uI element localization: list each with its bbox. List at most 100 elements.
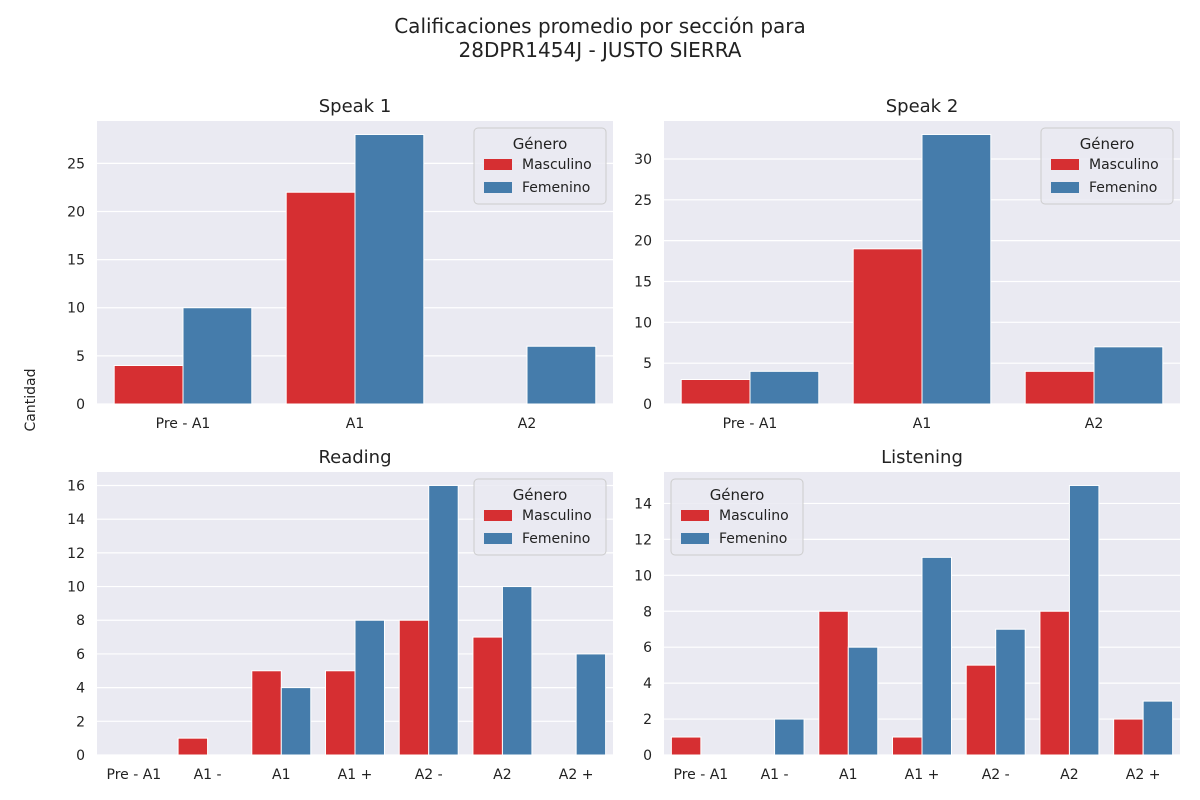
speak-1-bar-femenino-a1 (354, 133, 425, 405)
speak-2-y-tick-label: 30 (634, 152, 652, 168)
listening-legend-swatch-masculino (681, 510, 709, 521)
listening-bar-masculino-a2 (965, 664, 997, 756)
speak-1-y-tick-label: 5 (76, 349, 85, 365)
speak-2-y-tick-label: 15 (634, 274, 652, 290)
reading-bar-femenino-a2 (428, 484, 459, 756)
listening-bar-femenino-a1 (921, 556, 952, 756)
speak-2-y-tick-label: 10 (634, 315, 652, 331)
speak-1-x-tick-label: A1 (346, 416, 364, 432)
speak-2-legend-label-femenino: Femenino (1089, 180, 1157, 196)
listening-legend-title: Género (710, 486, 765, 504)
reading-x-tick-label: A2 - (415, 767, 443, 783)
reading-bar-femenino-a2 (575, 653, 607, 756)
listening-bar-masculino-a2 (1039, 610, 1070, 756)
figure-title-line-2: 28DPR1454J - JUSTO SIERRA (458, 38, 742, 62)
speak-2-bar-femenino-a2 (1093, 346, 1164, 405)
speak-2-x-tick-label: A1 (913, 416, 931, 432)
listening-y-tick-label: 0 (643, 748, 652, 764)
reading-bar-masculino-a1 (177, 737, 209, 756)
speak-2-legend-label-masculino: Masculino (1089, 157, 1159, 173)
speak-1-y-tick-label: 15 (67, 253, 85, 269)
speak-1-y-tick-label: 20 (67, 204, 85, 220)
speak-2-bar-masculino-pre-a1 (680, 378, 751, 405)
speak-2-legend-title: Género (1080, 135, 1135, 153)
listening-bar-femenino-a1 (847, 646, 879, 756)
speak-2-legend-swatch-femenino (1051, 182, 1079, 193)
listening-bar-femenino-a2 (995, 628, 1026, 756)
reading-x-tick-label: A1 - (194, 767, 222, 783)
figure-title-line-1: Calificaciones promedio por sección para (394, 14, 806, 38)
listening-bar-masculino-pre-a1 (670, 736, 702, 756)
speak-1-legend-title: Género (513, 135, 568, 153)
listening-y-tick-label: 2 (643, 712, 652, 728)
reading-legend-swatch-masculino (484, 510, 512, 521)
speak-1-x-tick-label: Pre - A1 (156, 416, 211, 432)
reading-x-tick-label: A2 + (559, 767, 594, 783)
listening-x-tick-label: A1 (839, 767, 857, 783)
speak-2-y-tick-label: 20 (634, 234, 652, 250)
reading-y-tick-label: 14 (67, 512, 85, 528)
speak-1-y-tick-label: 25 (67, 156, 85, 172)
speak-1-legend-label-masculino: Masculino (522, 157, 592, 173)
speak-2-y-tick-label: 25 (634, 193, 652, 209)
reading-y-tick-label: 2 (76, 714, 85, 730)
listening-x-tick-label: A2 - (982, 767, 1010, 783)
listening-y-tick-label: 10 (634, 568, 652, 584)
listening-legend-swatch-femenino (681, 533, 709, 544)
reading-y-tick-label: 10 (67, 580, 85, 596)
listening-bar-masculino-a2 (1113, 718, 1144, 756)
reading-x-tick-label: A1 + (338, 767, 373, 783)
reading-y-tick-label: 8 (76, 613, 85, 629)
reading-bar-femenino-a1 (354, 619, 385, 756)
reading-x-tick-label: A2 (493, 767, 511, 783)
listening-y-tick-label: 12 (634, 532, 652, 548)
reading-bar-masculino-a1 (251, 670, 282, 756)
listening-y-tick-label: 4 (643, 676, 652, 692)
speak-1-y-tick-label: 10 (67, 301, 85, 317)
reading-bar-femenino-a2 (501, 586, 533, 756)
reading-bar-masculino-a2 (398, 619, 430, 756)
speak-2-y-tick-label: 5 (643, 356, 652, 372)
speak-1-bar-femenino-pre-a1 (182, 307, 253, 405)
speak-2-x-tick-label: A2 (1085, 416, 1103, 432)
reading-y-tick-label: 12 (67, 546, 85, 562)
listening-x-tick-label: A2 + (1126, 767, 1161, 783)
reading-y-tick-label: 0 (76, 748, 85, 764)
speak-1-bar-masculino-a1 (285, 191, 356, 405)
speak-2-bar-femenino-a1 (921, 133, 992, 405)
speak-1-legend-swatch-femenino (484, 182, 512, 193)
speak-2-title: Speak 2 (886, 96, 959, 117)
speak-1-legend-label-femenino: Femenino (522, 180, 590, 196)
listening-y-tick-label: 14 (634, 496, 652, 512)
reading-legend-title: Género (513, 486, 568, 504)
reading-x-tick-label: A1 (272, 767, 290, 783)
listening-bar-femenino-a1 (774, 718, 805, 756)
listening-x-tick-label: A1 + (905, 767, 940, 783)
speak-1-bar-femenino-a2 (526, 345, 597, 405)
reading-y-tick-label: 6 (76, 647, 85, 663)
listening-x-tick-label: A2 (1060, 767, 1078, 783)
reading-bar-masculino-a1 (325, 670, 356, 756)
speak-2-y-tick-label: 0 (643, 397, 652, 413)
reading-legend-label-femenino: Femenino (522, 531, 590, 547)
listening-title: Listening (881, 447, 963, 468)
reading-y-tick-label: 16 (67, 478, 85, 494)
listening-x-tick-label: A1 - (761, 767, 789, 783)
reading-bar-masculino-a2 (472, 636, 503, 756)
speak-1-x-tick-label: A2 (518, 416, 536, 432)
speak-1-legend-swatch-masculino (484, 159, 512, 170)
reading-bar-femenino-a1 (280, 687, 312, 756)
speak-1-title: Speak 1 (319, 96, 392, 117)
speak-2-x-tick-label: Pre - A1 (723, 416, 778, 432)
listening-legend-label-femenino: Femenino (719, 531, 787, 547)
listening-y-tick-label: 6 (643, 640, 652, 656)
listening-bar-masculino-a1 (818, 610, 849, 756)
listening-bar-femenino-a2 (1142, 700, 1174, 756)
speak-1-bar-masculino-pre-a1 (113, 364, 184, 405)
speak-2-bar-masculino-a1 (852, 248, 923, 405)
listening-bar-masculino-a1 (892, 736, 923, 756)
listening-legend-label-masculino: Masculino (719, 508, 789, 524)
